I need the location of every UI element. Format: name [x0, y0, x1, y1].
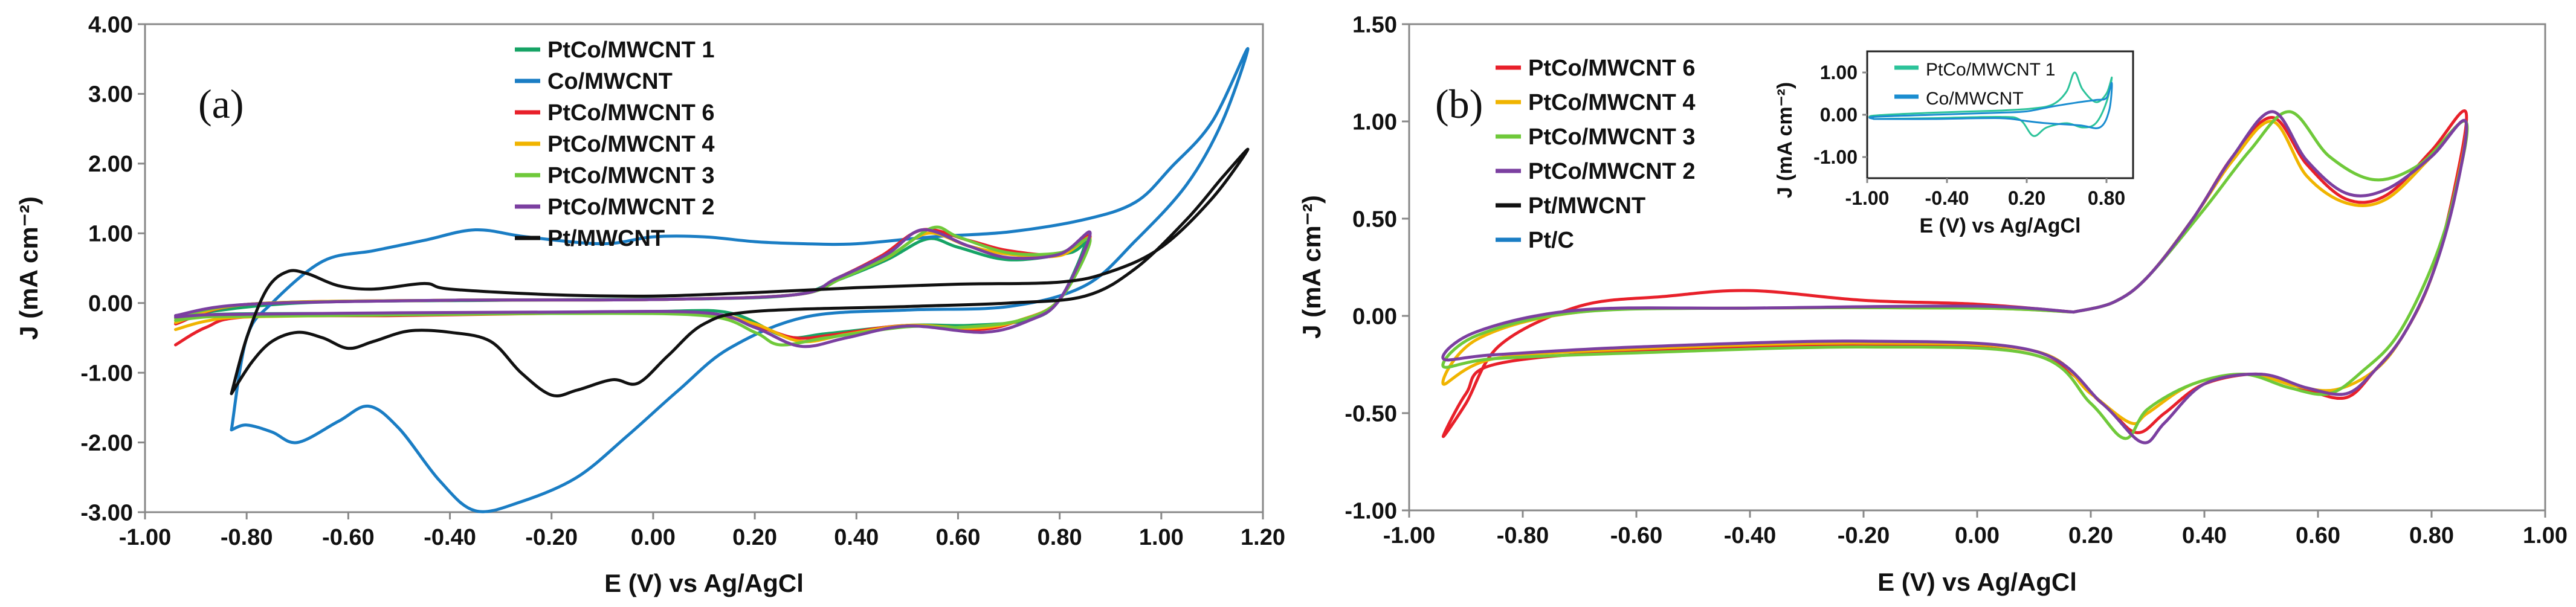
- chart-b-y-axis-label: J (mA cm⁻²): [1297, 195, 1326, 339]
- chart-a-legend-label-1: PtCo/MWCNT 1: [547, 37, 715, 63]
- chart-b-inset-x-tick-label: -0.40: [1925, 187, 1969, 209]
- chart-a-y-tick-label: 1.00: [88, 222, 133, 247]
- chart-a-legend-label-6: PtCo/MWCNT 2: [547, 194, 715, 220]
- chart-b-y-ticks: -1.00 -0.50 0.00 0.50 1.00 1.50: [1344, 12, 1409, 524]
- chart-a-y-ticks: -3.00 -2.00 -1.00 0.00 1.00 2.00 3.00 4.00: [80, 12, 145, 525]
- chart-b-x-axis-label: E (V) vs Ag/AgCl: [1877, 568, 2077, 596]
- chart-a-legend-label-5: PtCo/MWCNT 3: [547, 163, 715, 188]
- chart-a-x-tick-label: -0.60: [322, 525, 375, 550]
- chart-b-inset-x-tick-label: 0.20: [2008, 187, 2045, 209]
- chart-a: -1.00 -0.80 -0.60 -0.40 -0.20 0.00 0.20 0.40 0.6…: [15, 12, 1285, 597]
- chart-b-x-tick-label: 0.40: [2182, 523, 2227, 548]
- chart-a-y-tick-label: 2.00: [88, 152, 133, 177]
- chart-b-x-tick-label: 0.20: [2068, 523, 2113, 548]
- chart-b-y-tick-label: 0.50: [1352, 207, 1397, 232]
- chart-b-y-tick-label: 0.00: [1352, 304, 1397, 329]
- chart-b-panel-label: (b): [1435, 81, 1483, 127]
- chart-a-y-axis-label: J (mA cm⁻²): [15, 196, 43, 340]
- chart-a-y-tick-label: 4.00: [88, 12, 133, 37]
- chart-b-y-tick-label: 1.50: [1352, 12, 1397, 37]
- chart-a-panel-label: (a): [198, 81, 244, 127]
- chart-a-legend-label-7: Pt/MWCNT: [547, 226, 665, 251]
- chart-a-x-tick-label: -0.80: [221, 525, 273, 550]
- chart-b-x-tick-label: 0.00: [1955, 523, 2000, 548]
- chart-a-y-tick-label: -2.00: [80, 431, 133, 456]
- chart-a-y-tick-label: -3.00: [80, 500, 133, 525]
- chart-a-y-tick-label: 0.00: [88, 291, 133, 316]
- chart-b-inset-legend-label-2: Co/MWCNT: [1926, 89, 2024, 109]
- chart-b-legend-label-1: PtCo/MWCNT 6: [1528, 56, 1696, 81]
- chart-b-x-tick-label: 0.60: [2296, 523, 2340, 548]
- chart-b-inset-x-ticks: -1.00 -0.40 0.20 0.80: [1845, 178, 2125, 209]
- chart-b-legend-label-6: Pt/C: [1528, 228, 1574, 253]
- chart-a-x-ticks: -1.00 -0.80 -0.60 -0.40 -0.20 0.00 0.20 0.40 0.6…: [119, 512, 1285, 550]
- chart-a-series-line-6: [174, 228, 1092, 348]
- chart-b-x-tick-label: -0.60: [1610, 523, 1663, 548]
- chart-a-x-tick-label: 0.60: [935, 525, 980, 550]
- chart-a-y-tick-label: 3.00: [88, 82, 133, 108]
- chart-b-x-tick-label: 0.80: [2409, 523, 2454, 548]
- chart-b-inset-legend: PtCo/MWCNT 1 Co/MWCNT: [1894, 60, 2055, 109]
- chart-b-inset-y-axis-label: J (mA cm⁻²): [1774, 82, 1796, 198]
- chart-b-x-tick-label: -0.40: [1724, 523, 1777, 548]
- chart-a-legend-label-2: Co/MWCNT: [547, 69, 673, 94]
- chart-b-inset: -1.00 -0.40 0.20 0.80 -1.00 0.00 1.00 PtCo/MW…: [1774, 50, 2134, 237]
- chart-a-legend-label-3: PtCo/MWCNT 6: [547, 100, 715, 126]
- chart-b-inset-y-ticks: -1.00 0.00 1.00: [1813, 62, 1867, 168]
- chart-a-x-tick-label: 1.20: [1241, 525, 1285, 550]
- chart-b: -1.00 -0.80 -0.60 -0.40 -0.20 0.00 0.20 0.40 0.6…: [1297, 12, 2568, 596]
- chart-b-x-ticks: -1.00 -0.80 -0.60 -0.40 -0.20 0.00 0.20 0.40 0.6…: [1383, 510, 2568, 548]
- chart-b-inset-x-tick-label: -1.00: [1845, 187, 1890, 209]
- chart-b-legend-label-3: PtCo/MWCNT 3: [1528, 124, 1696, 150]
- chart-b-legend-label-5: Pt/MWCNT: [1528, 193, 1645, 219]
- chart-a-x-tick-label: 0.40: [834, 525, 879, 550]
- chart-b-inset-x-axis-label: E (V) vs Ag/AgCl: [1920, 214, 2081, 237]
- chart-a-x-tick-label: -0.40: [424, 525, 476, 550]
- chart-b-y-tick-label: -1.00: [1344, 498, 1397, 524]
- chart-a-x-tick-label: -0.20: [525, 525, 578, 550]
- chart-a-x-tick-label: 1.00: [1139, 525, 1184, 550]
- chart-b-x-tick-label: -1.00: [1383, 523, 1436, 548]
- chart-b-legend-label-4: PtCo/MWCNT 2: [1528, 159, 1696, 184]
- chart-b-inset-y-tick-label: 0.00: [1820, 104, 1858, 126]
- chart-b-series-lines: [1441, 109, 2469, 445]
- chart-b-inset-y-tick-label: 1.00: [1820, 62, 1858, 83]
- chart-a-plot-frame: [144, 23, 1264, 513]
- chart-b-inset-x-tick-label: 0.80: [2088, 187, 2125, 209]
- chart-b-y-tick-label: -0.50: [1344, 401, 1397, 426]
- chart-b-x-tick-label: -0.20: [1838, 523, 1890, 548]
- chart-b-inset-legend-label-1: PtCo/MWCNT 1: [1926, 60, 2055, 80]
- chart-a-x-tick-label: 0.20: [732, 525, 777, 550]
- chart-b-series-line-3: [1441, 110, 2469, 440]
- chart-a-y-tick-label: -1.00: [80, 361, 133, 386]
- chart-b-x-tick-label: -0.80: [1497, 523, 1549, 548]
- chart-a-x-axis-label: E (V) vs Ag/AgCl: [604, 569, 804, 597]
- chart-b-inset-y-tick-label: -1.00: [1813, 146, 1858, 168]
- chart-a-legend-label-4: PtCo/MWCNT 4: [547, 132, 715, 157]
- chart-b-series-line-4: [1441, 110, 2468, 445]
- chart-b-inset-series-line-2: [1868, 82, 2113, 129]
- chart-a-frame: [144, 23, 1264, 513]
- chart-a-series-line-7: [230, 147, 1250, 397]
- chart-a-x-tick-label: 0.80: [1038, 525, 1082, 550]
- chart-a-x-tick-label: -1.00: [119, 525, 172, 550]
- chart-b-inset-series-lines: [1868, 71, 2113, 137]
- chart-b-legend-label-2: PtCo/MWCNT 4: [1528, 90, 1696, 115]
- chart-b-x-tick-label: 1.00: [2523, 523, 2568, 548]
- chart-b-y-tick-label: 1.00: [1352, 109, 1397, 135]
- chart-a-legend: PtCo/MWCNT 1 Co/MWCNT PtCo/MWCNT 6 PtCo/MWC…: [515, 37, 715, 251]
- chart-b-legend: PtCo/MWCNT 6 PtCo/MWCNT 4 PtCo/MWCNT 3 PtCo…: [1496, 56, 1696, 253]
- chart-a-x-tick-label: 0.00: [631, 525, 676, 550]
